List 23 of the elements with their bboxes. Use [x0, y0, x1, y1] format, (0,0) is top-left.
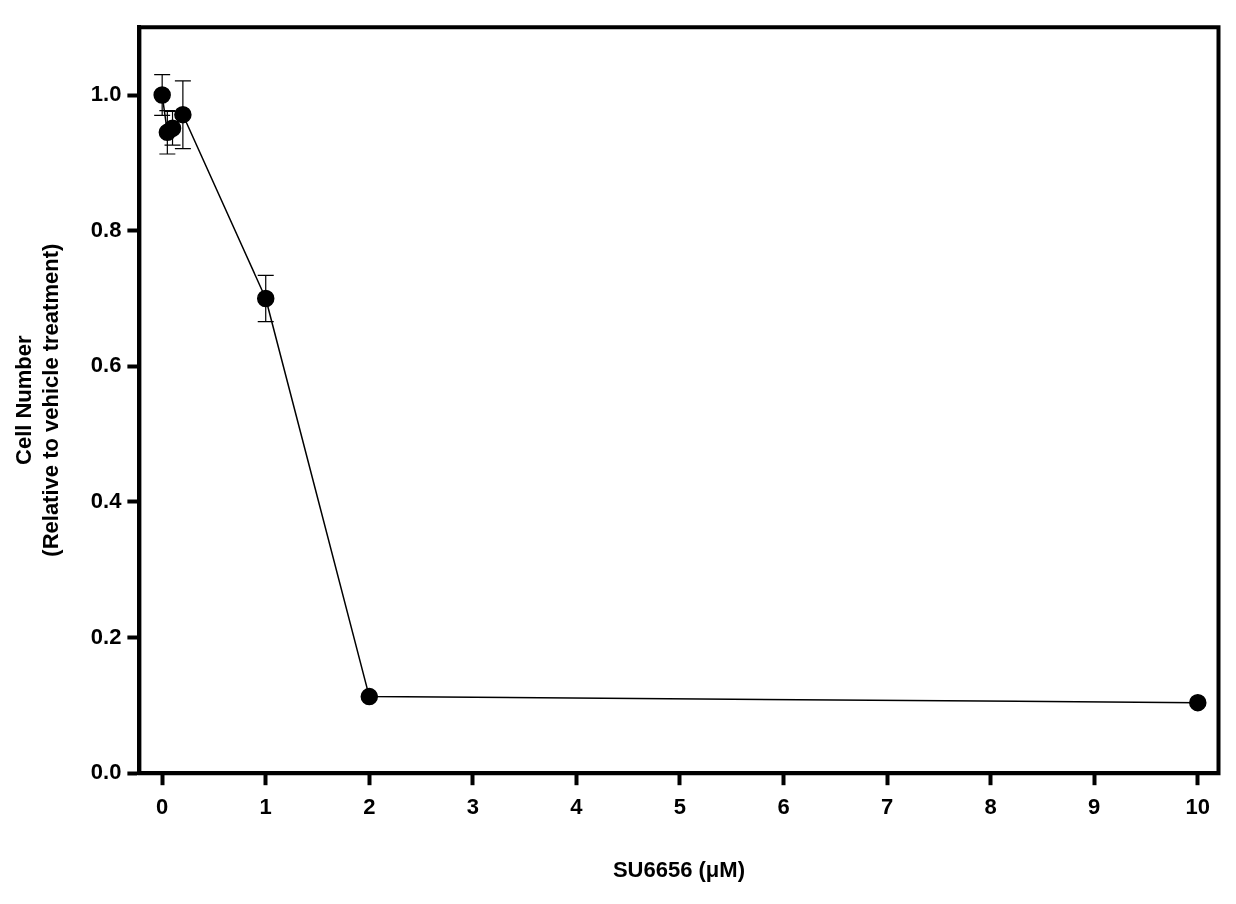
- y-tick-label: 0.0: [90, 759, 122, 785]
- x-tick-label: 10: [1185, 794, 1211, 820]
- x-tick-label: 9: [1088, 794, 1101, 820]
- x-tick-label: 4: [570, 794, 584, 820]
- x-tick-label: 7: [880, 794, 894, 820]
- x-tick-label: 2: [363, 794, 376, 820]
- point: [153, 86, 171, 104]
- point: [256, 289, 275, 308]
- point: [1189, 693, 1207, 712]
- y-tick-label: 0.8: [90, 216, 122, 242]
- y-axis-title: Cell Number (Relative to vehicle treatment): [11, 243, 63, 557]
- point: [360, 687, 379, 706]
- x-axis-title: SU6656 (μM): [612, 856, 745, 882]
- y-tick-label: 0.4: [90, 487, 123, 513]
- x-tick-label: 1: [259, 794, 272, 820]
- y-tick-label: 1.0: [90, 81, 122, 107]
- x-tick-label: 6: [777, 794, 790, 820]
- x-tick-label: 8: [984, 794, 997, 820]
- x-tick-label: 3: [466, 794, 479, 820]
- x-tick-label: 5: [673, 794, 687, 820]
- y-tick-label: 0.2: [90, 623, 122, 649]
- y-tick-label: 0.6: [90, 352, 122, 378]
- x-tick-label: 0: [156, 794, 169, 820]
